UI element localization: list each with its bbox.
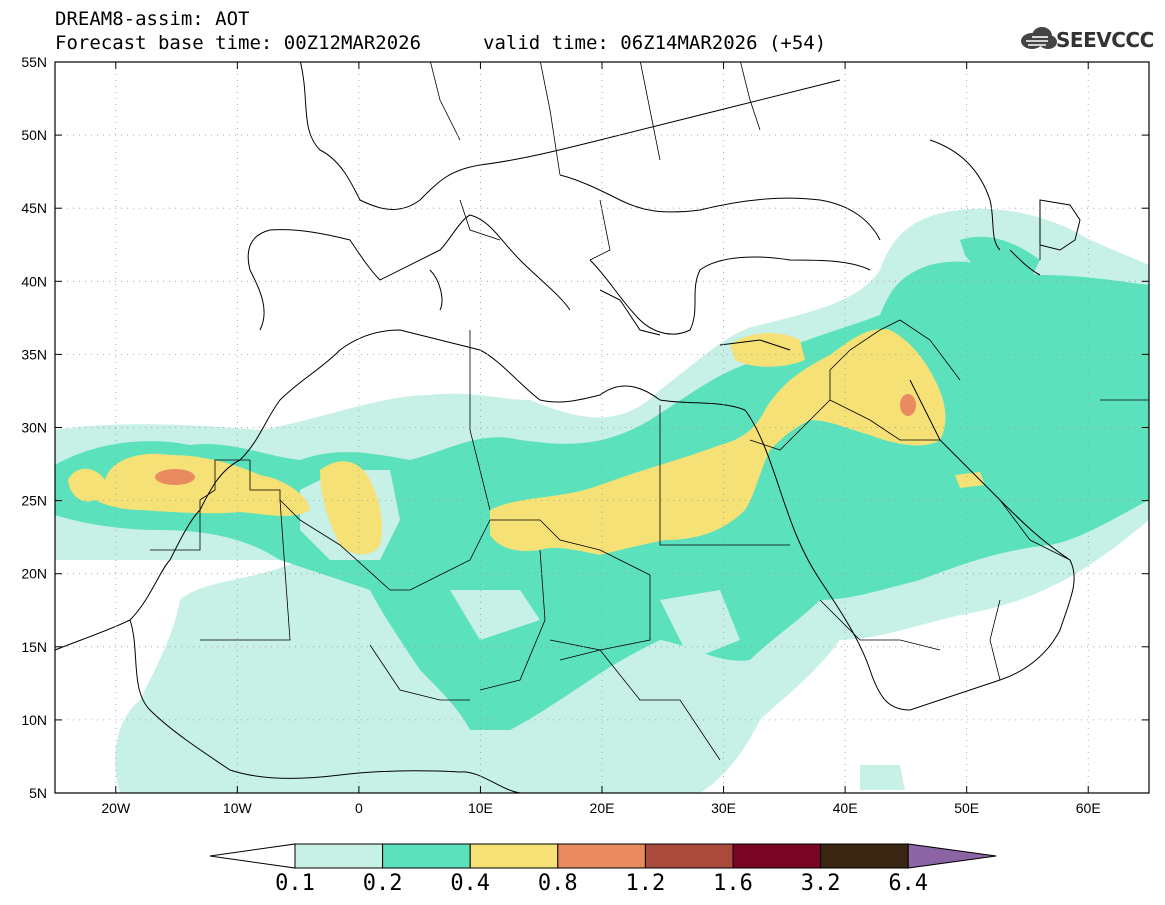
- aot-hotspot-east: [900, 394, 916, 416]
- lon-tick-label: 10E: [468, 800, 493, 816]
- lat-tick-label: 5N: [29, 785, 47, 801]
- colorbar-swatch: [644, 843, 734, 869]
- cloud-icon: [1021, 27, 1057, 49]
- colorbar: 0.1 0.2 0.4 0.8 1.2 1.6 3.2 6.4: [209, 843, 997, 896]
- aot-hotspot-west: [155, 469, 195, 485]
- colorbar-over-arrow: [907, 843, 997, 869]
- lat-tick-label: 55N: [21, 54, 47, 70]
- lat-tick-label: 30N: [21, 420, 47, 436]
- lat-tick-label: 15N: [21, 639, 47, 655]
- colorbar-level-label: 6.4: [888, 871, 928, 896]
- colorbar-level-label: 0.1: [275, 871, 315, 896]
- longitude-ticks: 20W 10W 0 10E 20E 30E 40E 50E 60E: [101, 62, 1101, 816]
- colorbar-level-label: 3.2: [801, 871, 841, 896]
- coastlines: [55, 62, 1081, 793]
- colorbar-level-label: 1.2: [626, 871, 666, 896]
- colorbar-level-label: 1.6: [713, 871, 753, 896]
- valid-time: valid time: 06Z14MAR2026 (+54): [483, 32, 827, 54]
- colorbar-level-label: 0.2: [363, 871, 403, 896]
- lon-tick-label: 20E: [590, 800, 615, 816]
- lon-tick-label: 0: [355, 800, 363, 816]
- lat-tick-label: 20N: [21, 566, 47, 582]
- colorbar-swatch: [820, 843, 909, 869]
- lat-tick-label: 25N: [21, 493, 47, 509]
- lon-tick-label: 40E: [833, 800, 858, 816]
- colorbar-level-label: 0.4: [450, 871, 490, 896]
- lon-tick-label: 30E: [711, 800, 736, 816]
- lon-tick-label: 20W: [101, 800, 131, 816]
- colorbar-swatch: [732, 843, 822, 869]
- lon-tick-label: 10W: [223, 800, 253, 816]
- lon-tick-label: 60E: [1076, 800, 1101, 816]
- logo-text: SEEVCCC: [1056, 28, 1154, 52]
- colorbar-swatch: [382, 843, 471, 869]
- colorbar-swatch: [557, 843, 646, 869]
- lat-tick-label: 45N: [21, 200, 47, 216]
- colorbar-swatch: [469, 843, 559, 869]
- borders: [150, 62, 1149, 761]
- colorbar-level-label: 0.8: [538, 871, 578, 896]
- lat-tick-label: 10N: [21, 712, 47, 728]
- lat-tick-label: 50N: [21, 127, 47, 143]
- lon-tick-label: 50E: [954, 800, 979, 816]
- base-time: Forecast base time: 00Z12MAR2026: [55, 32, 422, 54]
- product-title: DREAM8-assim: AOT: [55, 8, 250, 30]
- latitude-ticks: 55N 50N 45N 40N 35N 30N 25N 20N 15N 10N 5N: [21, 54, 1149, 801]
- lat-tick-label: 35N: [21, 346, 47, 362]
- colorbar-under-arrow: [209, 843, 296, 869]
- colorbar-swatch: [294, 843, 384, 869]
- lat-tick-label: 40N: [21, 273, 47, 289]
